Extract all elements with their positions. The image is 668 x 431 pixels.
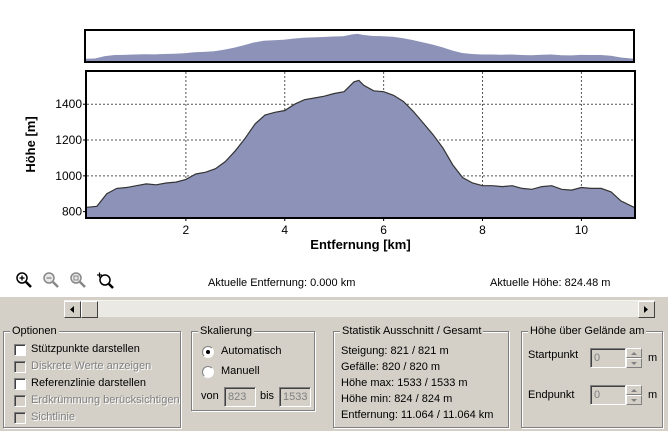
bis-label: bis [260, 390, 275, 402]
gefaelle-value: Gefälle: 820 / 820 m [341, 361, 441, 373]
elevation-chart-panel: 2 4 6 8 10 800 1000 1200 1400 Entfernung [km] Höhe… [0, 0, 668, 297]
zoom-out-icon[interactable] [41, 270, 61, 290]
elevation-chart[interactable]: 2 4 6 8 10 800 1000 1200 1400 Entfernung [km] Höhe… [0, 0, 668, 297]
current-distance-readout: Aktuelle Entfernung: 0.000 km [208, 277, 356, 289]
startpunkt-spinner[interactable] [626, 348, 642, 368]
spin-up-icon[interactable] [626, 348, 642, 358]
hoehe-min-value: Höhe min: 824 / 824 m [341, 393, 453, 405]
bis-input[interactable]: 1533 [279, 387, 311, 407]
overview-area [85, 33, 634, 62]
startpunkt-input[interactable]: 0 [590, 348, 626, 368]
endpunkt-input[interactable]: 0 [590, 385, 626, 405]
x-tick-label: 8 [479, 223, 486, 237]
skalierung-group: Skalierung Automatisch Manuell von 823 b… [191, 325, 315, 411]
statistik-title: Statistik Ausschnitt / Gesamt [340, 325, 484, 337]
y-tick-label: 800 [62, 205, 82, 219]
optionen-title: Optionen [10, 325, 59, 337]
plot-frame [85, 70, 636, 219]
zoom-in-icon[interactable] [14, 270, 34, 290]
von-input[interactable]: 823 [224, 387, 256, 407]
hoehe-max-value: Höhe max: 1533 / 1533 m [341, 377, 468, 389]
overview-frame [84, 29, 635, 63]
steigung-value: Steigung: 821 / 821 m [341, 345, 449, 357]
arrow-left-icon [70, 306, 74, 313]
zoom-select-icon[interactable] [95, 270, 115, 290]
spin-up-icon[interactable] [626, 385, 642, 395]
scroll-left-button[interactable] [64, 301, 81, 318]
arrow-right-icon [644, 306, 648, 313]
statistik-group: Statistik Ausschnitt / Gesamt Steigung: … [333, 325, 509, 428]
scroll-right-button[interactable] [638, 301, 655, 318]
gelaende-title: Höhe über Gelände am [528, 325, 647, 337]
elevation-line [86, 79, 635, 208]
elevation-area [87, 80, 634, 218]
y-axis-label: Höhe [m] [23, 116, 38, 172]
endpunkt-label: Endpunkt [528, 389, 575, 401]
x-axis-label: Entfernung [km] [310, 237, 410, 252]
zoom-toolbar [14, 270, 124, 292]
y-tick-label: 1000 [55, 169, 82, 183]
main-profile-plot[interactable]: 2 4 6 8 10 800 1000 1200 1400 Entfernung [km] Höhe… [23, 70, 636, 252]
y-tick-label: 1200 [55, 133, 82, 147]
overview-profile[interactable] [84, 29, 635, 63]
startpunkt-label: Startpunkt [528, 349, 579, 361]
von-label: von [201, 390, 219, 402]
startpunkt-unit: m [648, 352, 658, 364]
y-tick-label: 1400 [55, 97, 82, 111]
zoom-fit-icon[interactable] [68, 270, 88, 290]
endpunkt-spinner[interactable] [626, 385, 642, 405]
scrollbar-thumb[interactable] [81, 301, 98, 318]
horizontal-scrollbar[interactable] [64, 300, 655, 318]
x-tick-label: 10 [575, 223, 589, 237]
optionen-group: Optionen Stützpunkte darstellen Diskrete… [3, 325, 181, 428]
gelaende-group: Höhe über Gelände am Startpunkt 0 m Endp… [521, 325, 663, 428]
x-tick-label: 4 [281, 223, 288, 237]
skalierung-title: Skalierung [198, 325, 254, 337]
spin-down-icon[interactable] [626, 358, 642, 368]
x-tick-label: 2 [183, 223, 190, 237]
spin-down-icon[interactable] [626, 395, 642, 405]
endpunkt-unit: m [648, 389, 658, 401]
entfernung-value: Entfernung: 11.064 / 11.064 km [341, 409, 494, 421]
current-elevation-readout: Aktuelle Höhe: 824.48 m [490, 277, 611, 289]
x-tick-label: 6 [380, 223, 387, 237]
